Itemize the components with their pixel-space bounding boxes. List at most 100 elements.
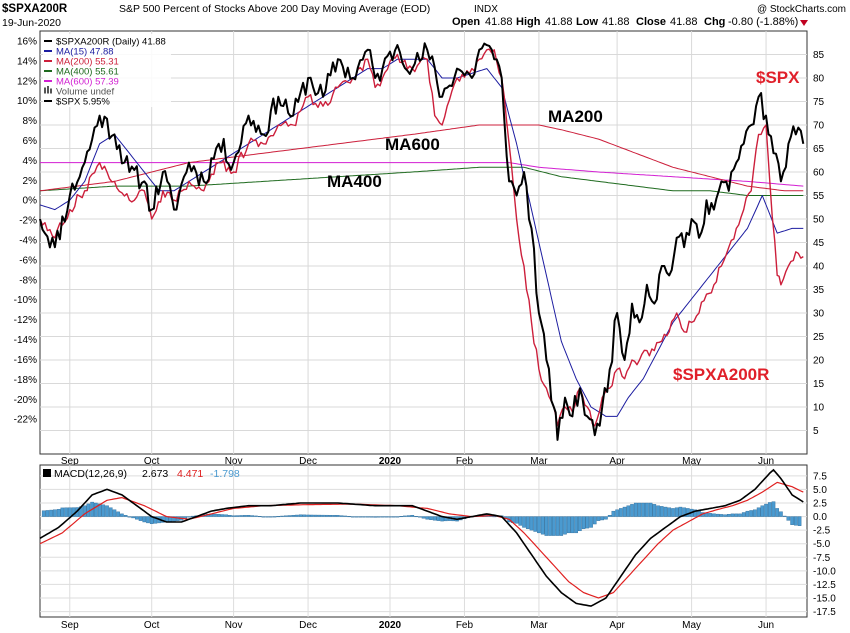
macd-hist-bar <box>589 516 593 528</box>
left-axis-tick: -18% <box>14 375 37 386</box>
macd-hist-bar <box>432 516 437 521</box>
close-label: Close <box>636 16 666 28</box>
macd-hist-bar <box>671 508 675 517</box>
macd-hist-bar <box>280 515 284 517</box>
macd-hist-bar <box>172 516 176 522</box>
chg-label: Chg <box>704 16 725 28</box>
main-grid <box>40 31 807 454</box>
macd-hist-bar <box>429 516 433 520</box>
right-axis-tick: 65 <box>813 144 825 155</box>
right-axis-tick: 80 <box>813 74 825 85</box>
macd-hist-bar <box>775 508 780 517</box>
open-label: Open <box>452 16 480 28</box>
annotation-spxa200r: $SPXA200R <box>673 365 769 384</box>
macd-hist-bar <box>254 515 258 517</box>
macd-legend-signal: 4.471 <box>177 468 203 480</box>
macd-hist-bar <box>585 516 590 529</box>
legend-label: MA(15) 47.88 <box>56 47 114 58</box>
macd-legend-swatch <box>43 469 51 477</box>
macd-hist-bar <box>645 502 649 517</box>
macd-hist-bar <box>112 509 117 517</box>
macd-hist-bar <box>391 516 396 518</box>
macd-hist-bar <box>525 516 530 529</box>
macd-axis-tick: -5.0 <box>813 539 831 550</box>
macd-hist-bar <box>641 502 645 517</box>
macd-hist-bar <box>291 515 295 517</box>
macd-hist-bar <box>224 514 228 517</box>
macd-axis-tick: -7.5 <box>813 553 831 564</box>
macd-hist-bar <box>362 516 366 518</box>
macd-hist-bar <box>794 516 798 526</box>
left-axis-tick: -2% <box>19 216 37 227</box>
macd-hist-bar <box>622 506 627 517</box>
macd-hist-bar <box>97 503 102 517</box>
low-value: 41.88 <box>602 16 630 28</box>
series-line-ma-200- <box>39 124 804 192</box>
legend-swatch <box>50 88 52 94</box>
macd-hist-bar <box>686 508 690 517</box>
annotation-ma400: MA400 <box>327 172 382 191</box>
right-axis-tick: 50 <box>813 215 825 226</box>
right-axis-tick: 40 <box>813 262 825 273</box>
macd-hist-bar <box>123 515 128 517</box>
macd-hist-bar <box>269 516 273 518</box>
macd-hist-bar <box>492 516 497 518</box>
macd-line <box>39 468 804 607</box>
macd-hist-bar <box>265 516 269 518</box>
main-x-axis: Sep Oct Nov Dec 2020 Feb Mar Apr May Jun <box>61 456 774 467</box>
macd-hist-bar <box>715 513 720 517</box>
macd-hist-bar <box>399 516 403 518</box>
macd-hist-bar <box>347 516 351 518</box>
macd-x-axis-tick: Apr <box>609 620 625 631</box>
macd-hist-bar <box>708 513 712 517</box>
macd-hist-bar <box>559 516 564 536</box>
macd-hist-bar <box>570 516 575 534</box>
macd-axis-tick: -10.0 <box>813 566 836 577</box>
macd-axis-tick: 0.0 <box>813 512 827 523</box>
macd-hist-bar <box>566 516 571 534</box>
macd-hist-bar <box>563 516 567 535</box>
macd-hist-bar <box>417 516 422 518</box>
macd-hist-bar <box>619 508 623 517</box>
legend-label: MA(600) 57.39 <box>56 77 119 88</box>
macd-hist-bar <box>67 507 72 517</box>
right-axis-tick: 70 <box>813 121 825 132</box>
macd-hist-bar <box>49 509 53 517</box>
macd-hist-bar <box>581 516 586 529</box>
macd-hist-bar <box>682 507 686 517</box>
macd-hist-bar <box>228 515 232 517</box>
macd-hist-bar <box>377 516 381 518</box>
macd-x-axis-tick: Jun <box>758 620 774 631</box>
macd-hist-bar <box>313 514 318 517</box>
right-axis: 5 10 15 20 25 30 35 40 45 50 55 60 65 70 75 80 85 <box>813 50 825 437</box>
macd-hist-bar <box>537 516 541 534</box>
left-axis-tick: 16% <box>17 36 37 47</box>
macd-hist-bar <box>295 514 299 517</box>
macd-legend: MACD(12,26,9) 2.673 4.471 -1.798 <box>43 468 240 480</box>
macd-hist-bar <box>514 516 519 524</box>
macd-hist-bar <box>358 516 363 518</box>
macd-hist-bar <box>667 507 672 517</box>
macd-hist-bar <box>332 515 336 517</box>
macd-x-axis-tick: Mar <box>530 620 548 631</box>
macd-hist-bar <box>518 516 523 526</box>
macd-hist-bar <box>373 516 377 518</box>
macd-hist-bar <box>529 516 534 531</box>
macd-axis-tick: 5.0 <box>813 485 827 496</box>
macd-hist-bar <box>756 507 761 517</box>
left-axis-tick: -6% <box>19 255 37 266</box>
macd-hist-bar <box>663 506 668 517</box>
macd-axis-tick: 7.5 <box>813 471 827 482</box>
macd-hist-bar <box>343 515 348 517</box>
macd-x-axis-tick: Dec <box>299 620 317 631</box>
macd-y-axis: 7.5 5.0 2.5 0.0 -2.5 -5.0 -7.5 -10.0 -12.5 -15.0 -… <box>813 471 836 618</box>
macd-hist-bar <box>82 505 87 517</box>
macd-hist-bar <box>239 515 243 517</box>
left-axis-tick: 12% <box>17 76 37 87</box>
chart-exchange: INDX <box>474 4 498 15</box>
right-axis-tick: 60 <box>813 168 825 179</box>
macd-hist-bar <box>101 504 106 517</box>
macd-hist-bar <box>779 511 783 517</box>
macd-hist-bar <box>246 515 251 517</box>
